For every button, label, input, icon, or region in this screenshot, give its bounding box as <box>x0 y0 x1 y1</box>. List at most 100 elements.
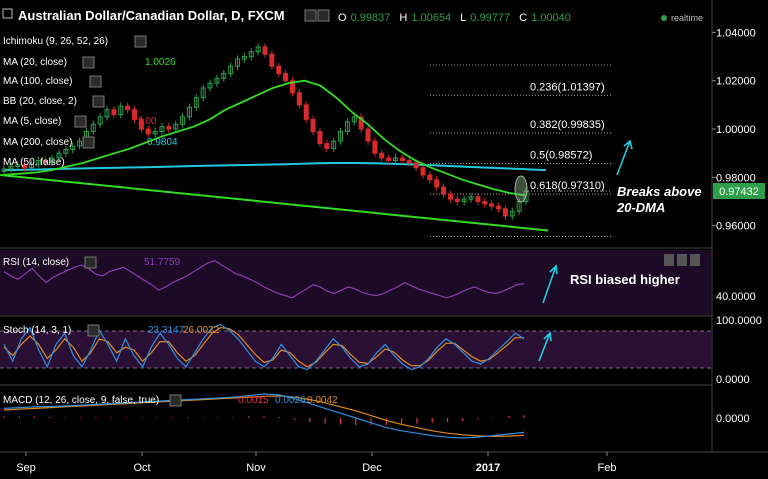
support-trendline <box>0 173 549 232</box>
candle-body <box>413 162 419 169</box>
candle-body <box>496 205 502 210</box>
candle-body <box>489 203 495 207</box>
candle-body <box>399 157 405 161</box>
candle-body <box>358 116 364 130</box>
candle-body <box>125 105 131 111</box>
stoch-k-polyline <box>3 324 525 371</box>
legend-ma200: MA (200, close) <box>3 137 72 148</box>
legend-ma200-value: 0.9804 <box>147 137 178 148</box>
legend-macd-value: 0.0026 <box>275 395 306 406</box>
legend-stoch-button[interactable] <box>87 324 100 337</box>
candle-body <box>8 165 14 170</box>
legend-ichimoku-button[interactable] <box>134 35 147 48</box>
candle-body <box>372 140 378 154</box>
ma20-polyline <box>3 79 527 197</box>
candle-body <box>15 164 21 167</box>
arrow-rsi <box>542 264 558 304</box>
candle-body <box>502 208 508 217</box>
rsi-polyline <box>3 260 525 299</box>
candle-body <box>221 72 227 79</box>
settings-button <box>317 9 330 22</box>
annotation-arrows <box>538 139 633 362</box>
candle-body <box>386 157 392 161</box>
legend-stoch-d: 26.0022 <box>183 325 220 336</box>
legend-rsi: RSI (14, close) <box>3 257 69 268</box>
rsi-tick-label: 40.0000 <box>716 291 756 303</box>
candle-body <box>118 105 124 116</box>
legend-macd-button[interactable] <box>169 394 182 407</box>
realtime-dot-icon <box>661 15 667 21</box>
chart-title: Australian Dollar/Canadian Dollar, D, FX… <box>18 8 285 23</box>
candle-body <box>269 53 275 67</box>
stoch-tick-label: 0.0000 <box>716 374 750 386</box>
legend-ma5-button[interactable] <box>74 115 87 128</box>
candle-body <box>475 196 481 203</box>
legend-bb-button[interactable] <box>92 95 105 108</box>
candle-body <box>1 168 7 172</box>
ma20-line <box>3 79 527 197</box>
candle-body <box>77 140 83 147</box>
candle-body <box>35 159 41 165</box>
candle-body <box>248 51 254 58</box>
panel-separators <box>0 0 768 453</box>
candle-body <box>523 190 529 203</box>
candle-body <box>255 46 261 53</box>
candle-body <box>104 109 110 118</box>
candle-body <box>379 152 385 159</box>
legend-stoch-k: 23.3147 <box>148 325 185 336</box>
fib-level-label: 0.5(0.98572) <box>530 150 592 162</box>
candle-body <box>324 143 330 149</box>
macd-tick-label: 0.0000 <box>716 413 750 425</box>
legend-ma100: MA (100, close) <box>3 76 72 87</box>
x-tick-label: Dec <box>362 462 382 474</box>
rsi-up-icon <box>664 254 674 266</box>
candle-body <box>338 130 344 142</box>
y-tick-label: 1.04000 <box>716 27 756 39</box>
candle-body <box>235 58 241 67</box>
rsi-close-icon <box>690 254 700 266</box>
current-price-box <box>713 183 765 199</box>
ma100-line <box>3 161 547 172</box>
legend-ma5-value: 1.00 <box>137 116 157 127</box>
candle-body <box>63 149 69 154</box>
legend-ma20-button[interactable] <box>82 56 95 69</box>
y-axis: 1.04000 1.02000 1.00000 0.98000 0.96000 40.00… <box>712 27 762 425</box>
legend-rsi-button[interactable] <box>84 256 97 269</box>
title-buttons[interactable] <box>304 9 330 22</box>
y-tick-label: 1.02000 <box>716 76 756 88</box>
candle-body <box>22 164 28 169</box>
candle-body <box>49 157 55 163</box>
x-tick-label: Sep <box>16 462 36 474</box>
candle-body <box>296 92 302 106</box>
candle-body <box>42 159 48 163</box>
fib-level-label: 0.382(0.99835) <box>530 119 605 131</box>
stoch-band <box>0 331 711 368</box>
ma100-polyline <box>3 161 547 172</box>
candle-body <box>468 196 474 200</box>
candle-body <box>283 72 289 82</box>
legend-ma200-button[interactable] <box>82 136 95 149</box>
candle-body <box>200 87 206 99</box>
legend-macd: MACD (12, 26, close, 9, false, true) <box>3 395 159 406</box>
candle-body <box>166 126 172 130</box>
legend-macd-signal: 0.0042 <box>307 395 338 406</box>
arrow-price <box>616 139 633 176</box>
collapse-icon[interactable] <box>2 8 13 19</box>
rsi-down-icon <box>677 254 687 266</box>
stoch-d-polyline <box>3 326 524 368</box>
rsi-panel-controls[interactable] <box>664 254 700 266</box>
legend-ichimoku: Ichimoku (9, 26, 52, 26) <box>3 36 108 47</box>
candle-body <box>207 82 213 89</box>
current-price-label: 0.97432 <box>719 186 759 198</box>
visibility-button <box>304 9 317 22</box>
candle-body <box>351 116 357 123</box>
legend-ma100-button[interactable] <box>89 75 102 88</box>
y-tick-label: 0.98000 <box>716 172 756 184</box>
candle-body <box>152 130 158 135</box>
candle-body <box>138 118 144 130</box>
breakout-highlight <box>514 175 528 203</box>
realtime-label: realtime <box>671 13 703 23</box>
candle-body <box>461 198 467 203</box>
candle-body <box>365 128 371 142</box>
candle-body <box>145 128 151 135</box>
